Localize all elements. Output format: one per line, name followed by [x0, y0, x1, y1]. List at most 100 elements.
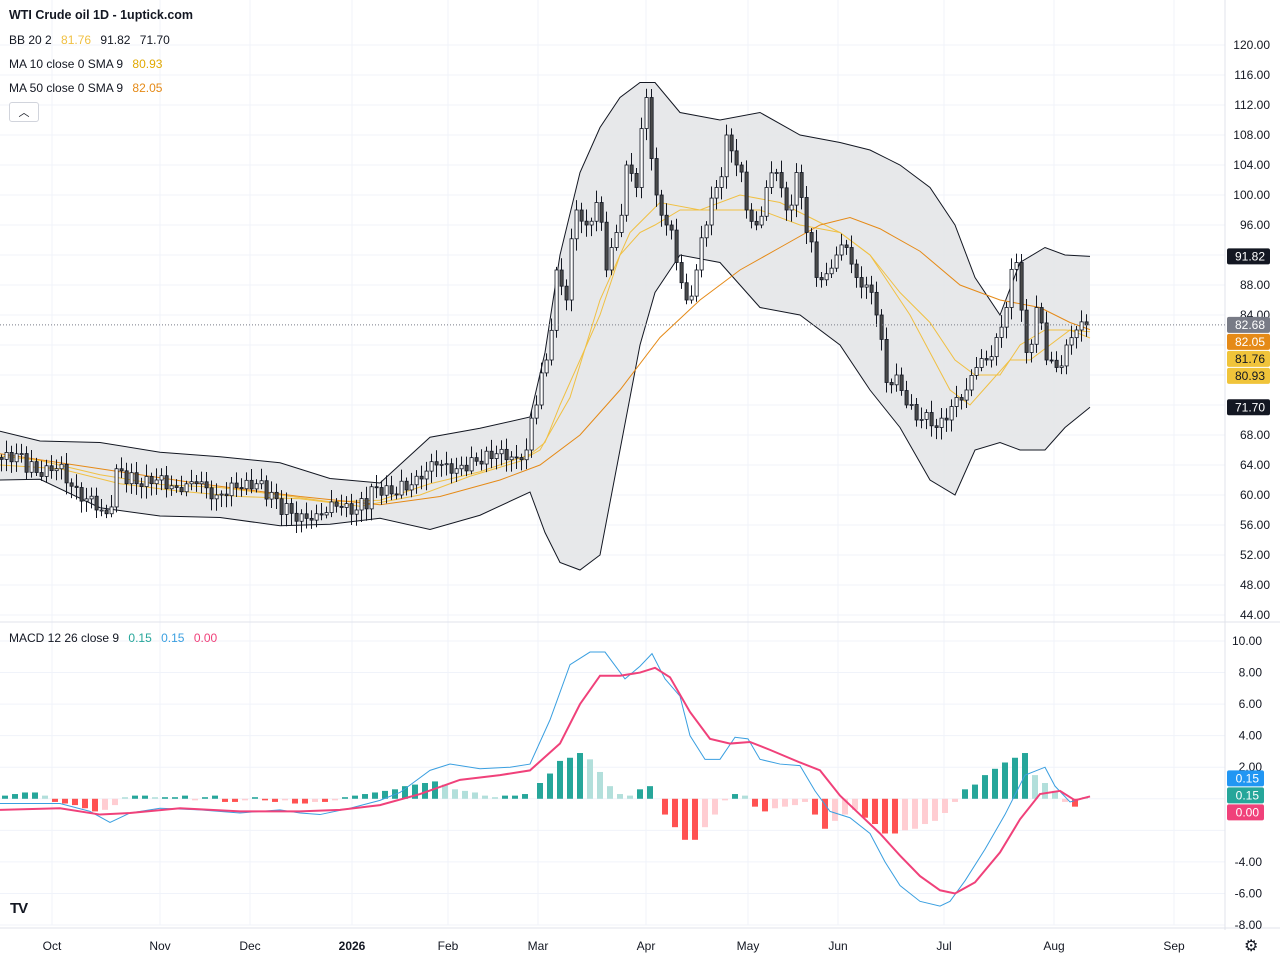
histogram-bar — [242, 798, 248, 801]
histogram-bar — [842, 798, 848, 815]
candle — [729, 128, 734, 163]
price-badge-bb-lower — [1227, 399, 1270, 416]
candle — [334, 498, 339, 513]
candle-body — [744, 171, 749, 211]
candles — [0, 88, 1089, 534]
candle-body — [209, 487, 214, 500]
candle-body — [864, 284, 869, 288]
candle — [704, 221, 709, 247]
candle — [339, 494, 344, 516]
candle-body — [669, 224, 674, 231]
candle — [714, 179, 719, 210]
candle-body — [799, 172, 804, 198]
candle-body — [874, 291, 879, 316]
candle — [784, 181, 789, 221]
candle — [804, 186, 809, 244]
ma50-legend-label: MA 50 close 0 SMA 9 — [9, 81, 124, 95]
candle-body — [929, 412, 934, 427]
bb-upper-value: 91.82 — [100, 33, 131, 47]
candle — [364, 486, 369, 521]
candle — [104, 504, 109, 519]
candle-body — [59, 463, 64, 470]
macd-legend[interactable]: MACD 12 26 close 9 0.15 0.15 0.00 — [9, 631, 223, 645]
candle-body — [1029, 343, 1034, 353]
candle-body — [804, 197, 809, 233]
candle — [134, 462, 139, 495]
candle — [59, 456, 64, 480]
candle — [889, 378, 894, 394]
candle-body — [204, 481, 209, 489]
histogram-bar — [1042, 783, 1048, 799]
histogram-bar — [982, 775, 988, 799]
macd-axis-label: -4.00 — [1235, 855, 1263, 869]
candle-body — [219, 493, 224, 496]
time-axis-label: Jun — [828, 939, 847, 953]
candle — [24, 446, 29, 480]
candle — [154, 468, 159, 495]
candle-body — [1039, 307, 1044, 324]
candle-body — [1049, 359, 1054, 362]
histogram-bar — [1002, 762, 1008, 799]
gear-icon[interactable]: ⚙ — [1244, 938, 1259, 955]
collapse-legend-button[interactable]: ︿ — [9, 102, 39, 122]
time-axis-label: Aug — [1043, 939, 1064, 953]
candle — [524, 438, 529, 470]
ma50-value: 82.05 — [132, 81, 163, 95]
histogram-bar — [142, 795, 148, 799]
candle — [1024, 298, 1029, 364]
histogram-bar — [547, 773, 553, 799]
candle — [49, 455, 54, 479]
candle-body — [769, 172, 774, 188]
price-axis-label: 64.00 — [1240, 458, 1270, 472]
histogram-bar — [342, 797, 348, 799]
price-badge-bb-upper — [1227, 248, 1270, 265]
macd-value: 0.15 — [128, 631, 152, 645]
price-axis-label: 88.00 — [1240, 278, 1270, 292]
bb-legend[interactable]: BB 20 2 81.76 91.82 71.70 — [9, 33, 176, 47]
ma50-legend[interactable]: MA 50 close 0 SMA 9 82.05 — [9, 81, 168, 95]
candle-body — [594, 202, 599, 222]
candle-body — [44, 465, 49, 477]
candle-body — [94, 495, 99, 511]
price-axis-label: 112.00 — [1234, 98, 1270, 112]
histogram-bar — [972, 784, 978, 799]
candle-body — [949, 406, 954, 421]
histogram-bar — [452, 789, 458, 799]
macd-badge-text-signal: 0.15 — [1236, 788, 1260, 802]
histogram-bar — [722, 798, 728, 801]
histogram-bar — [222, 798, 228, 802]
candle-body — [89, 495, 94, 500]
candle — [329, 489, 334, 518]
candle — [904, 380, 909, 409]
histogram-bar — [1032, 775, 1038, 799]
price-axis-label: 48.00 — [1240, 578, 1270, 592]
candle — [954, 385, 959, 418]
histogram-bar — [152, 797, 158, 799]
histogram-bar — [712, 798, 718, 815]
candle-body — [784, 187, 789, 211]
ma10-legend[interactable]: MA 10 close 0 SMA 9 80.93 — [9, 57, 168, 71]
candle-body — [714, 187, 719, 199]
candle — [559, 258, 564, 296]
candle — [259, 468, 264, 490]
candle — [1049, 351, 1054, 364]
candle — [449, 458, 454, 484]
candle-body — [199, 481, 204, 485]
histogram-bar — [557, 760, 563, 799]
candle-body — [604, 221, 609, 271]
candle — [734, 139, 739, 177]
candle — [404, 477, 409, 496]
histogram-bar — [52, 798, 58, 802]
histogram-bar — [312, 798, 318, 802]
histogram-bar — [672, 798, 678, 828]
histogram-bar — [772, 798, 778, 809]
histogram-bar — [102, 798, 108, 810]
candle — [249, 468, 254, 494]
candle-body — [574, 209, 579, 240]
candle-body — [139, 483, 144, 487]
candle-body — [179, 487, 184, 493]
candle — [634, 168, 639, 198]
histogram-bar — [792, 798, 798, 806]
tradingview-logo[interactable]: TV — [10, 900, 28, 917]
